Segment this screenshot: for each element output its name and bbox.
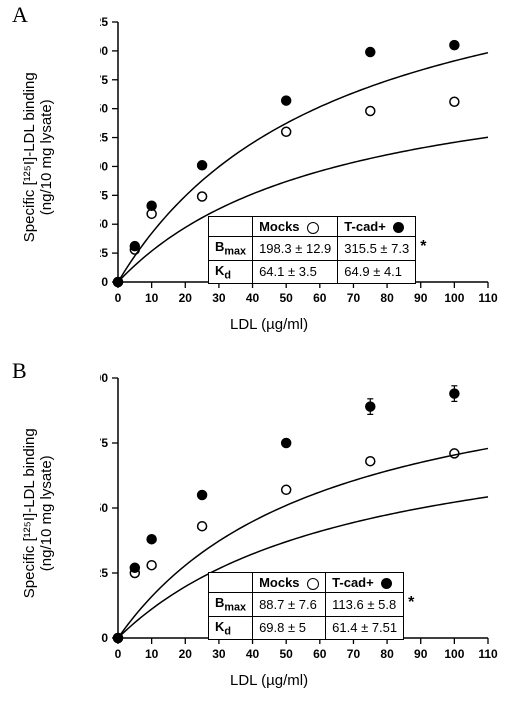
panel-a-ylabel-line2: (ng/10 mg lysate) bbox=[38, 99, 55, 215]
panel-a-label: A bbox=[12, 2, 28, 28]
panel-a-xlabel: LDL (µg/ml) bbox=[230, 316, 308, 333]
panel-b-inset-table: Mocks T-cad+ Bmax88.7 ± 7.6113.6 ± 5.8Kd… bbox=[208, 572, 404, 640]
svg-text:60: 60 bbox=[313, 647, 327, 661]
svg-text:110: 110 bbox=[478, 291, 498, 305]
panel-a-inset-table: Mocks T-cad+ Bmax198.3 ± 12.9315.5 ± 7.3… bbox=[208, 216, 416, 284]
panel-a-ylabel-line1: Specific [¹²⁵I]-LDL binding bbox=[21, 72, 38, 242]
svg-text:90: 90 bbox=[414, 647, 428, 661]
svg-text:10: 10 bbox=[145, 291, 159, 305]
panel-b-label: B bbox=[12, 358, 27, 384]
panel-b-significance-star: * bbox=[408, 594, 414, 612]
svg-text:100: 100 bbox=[444, 291, 464, 305]
svg-text:200: 200 bbox=[100, 44, 108, 58]
svg-text:20: 20 bbox=[179, 647, 193, 661]
panel-b-xlabel: LDL (µg/ml) bbox=[230, 672, 308, 689]
svg-text:50: 50 bbox=[280, 647, 294, 661]
svg-text:100: 100 bbox=[444, 647, 464, 661]
svg-text:30: 30 bbox=[212, 291, 226, 305]
svg-text:50: 50 bbox=[280, 291, 294, 305]
svg-text:225: 225 bbox=[100, 15, 108, 29]
svg-text:60: 60 bbox=[313, 291, 327, 305]
svg-text:75: 75 bbox=[100, 188, 108, 202]
svg-text:25: 25 bbox=[100, 566, 108, 580]
panel-a: A Specific [¹²⁵I]-LDL binding (ng/10 mg … bbox=[0, 0, 517, 356]
svg-text:25: 25 bbox=[100, 246, 108, 260]
svg-text:80: 80 bbox=[380, 647, 394, 661]
svg-text:0: 0 bbox=[115, 291, 122, 305]
svg-text:40: 40 bbox=[246, 647, 260, 661]
svg-text:110: 110 bbox=[478, 647, 498, 661]
panel-b-ylabel-line1: Specific [¹²⁵I]-LDL binding bbox=[21, 428, 38, 598]
panel-a-significance-star: * bbox=[420, 238, 426, 256]
panel-a-ylabel: Specific [¹²⁵I]-LDL binding (ng/10 mg ly… bbox=[21, 27, 56, 287]
svg-text:50: 50 bbox=[100, 501, 108, 515]
svg-text:50: 50 bbox=[100, 217, 108, 231]
svg-text:30: 30 bbox=[212, 647, 226, 661]
svg-text:0: 0 bbox=[115, 647, 122, 661]
svg-text:100: 100 bbox=[100, 371, 108, 385]
panel-b: B Specific [¹²⁵I]-LDL binding (ng/10 mg … bbox=[0, 356, 517, 712]
svg-text:125: 125 bbox=[100, 131, 108, 145]
svg-text:10: 10 bbox=[145, 647, 159, 661]
svg-text:40: 40 bbox=[246, 291, 260, 305]
svg-text:0: 0 bbox=[101, 275, 108, 289]
svg-text:150: 150 bbox=[100, 102, 108, 116]
figure-root: A Specific [¹²⁵I]-LDL binding (ng/10 mg … bbox=[0, 0, 517, 712]
svg-text:90: 90 bbox=[414, 291, 428, 305]
svg-text:100: 100 bbox=[100, 159, 108, 173]
svg-text:70: 70 bbox=[347, 647, 361, 661]
svg-text:75: 75 bbox=[100, 436, 108, 450]
svg-text:70: 70 bbox=[347, 291, 361, 305]
panel-b-ylabel: Specific [¹²⁵I]-LDL binding (ng/10 mg ly… bbox=[21, 383, 56, 643]
svg-text:0: 0 bbox=[101, 631, 108, 645]
svg-text:175: 175 bbox=[100, 73, 108, 87]
svg-text:80: 80 bbox=[380, 291, 394, 305]
panel-b-ylabel-line2: (ng/10 mg lysate) bbox=[38, 455, 55, 571]
svg-text:20: 20 bbox=[179, 291, 193, 305]
